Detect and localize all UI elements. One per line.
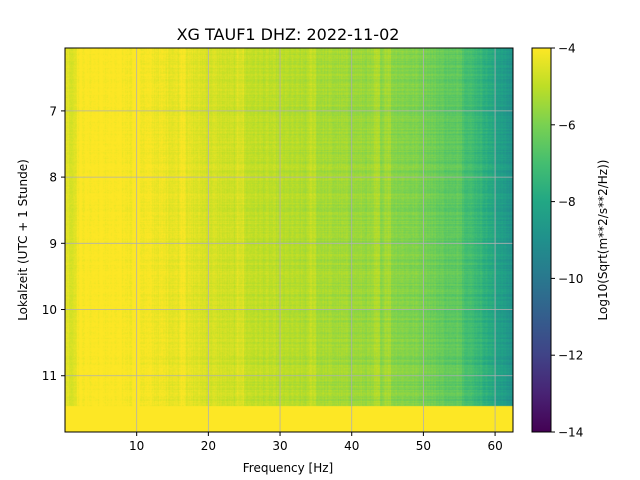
spectrogram-heatmap	[65, 48, 513, 432]
y-tick-label: 7	[49, 104, 57, 118]
y-tick-label: 10	[42, 303, 57, 317]
colorbar-ticks: −4 −6 −8 −10 −12 −14	[551, 42, 583, 440]
chart-title: XG TAUF1 DHZ: 2022-11-02	[177, 25, 400, 44]
y-tick-label: 8	[49, 171, 57, 185]
x-tick-label: 50	[416, 439, 431, 453]
colorbar-tick-label: −4	[558, 42, 576, 56]
x-tick-label: 20	[201, 439, 216, 453]
x-tick-label: 30	[272, 439, 287, 453]
y-axis-label: Lokalzeit (UTC + 1 Stunde)	[16, 159, 30, 321]
grid	[65, 48, 513, 432]
x-tick-label: 10	[129, 439, 144, 453]
x-axis: 10 20 30 40 50 60	[129, 432, 503, 453]
colorbar-tick-label: −6	[558, 118, 576, 132]
x-axis-label: Frequency [Hz]	[243, 461, 334, 475]
y-tick-label: 11	[42, 369, 57, 383]
y-tick-label: 9	[49, 237, 57, 251]
plot-frame	[64, 47, 514, 433]
colorbar-tick-label: −8	[558, 195, 576, 209]
y-axis: 7 8 9 10 11	[42, 104, 65, 383]
x-tick-label: 40	[344, 439, 359, 453]
colorbar	[532, 48, 551, 432]
colorbar-tick-label: −14	[558, 426, 583, 440]
colorbar-frame	[531, 47, 552, 433]
colorbar-tick-label: −10	[558, 272, 583, 286]
colorbar-tick-label: −12	[558, 349, 583, 363]
spectrogram-image	[65, 48, 513, 432]
colorbar-label: Log10(Sqrt(m**2/s**2/Hz))	[596, 160, 610, 321]
x-tick-label: 60	[487, 439, 502, 453]
